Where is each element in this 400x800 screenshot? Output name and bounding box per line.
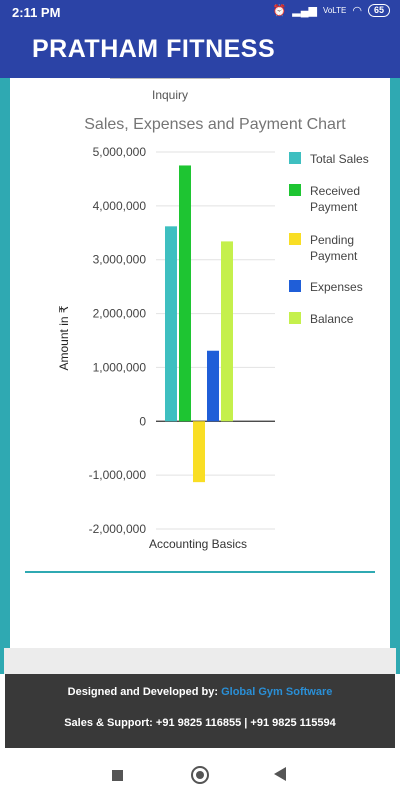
gray-strip bbox=[4, 648, 396, 674]
status-icons: ⏰ ▂▄▆ VoLTE ◠ 65 bbox=[273, 4, 390, 17]
bar-balance[interactable] bbox=[221, 241, 233, 422]
legend-label: Total Sales bbox=[310, 152, 369, 166]
bar-expenses[interactable] bbox=[207, 350, 219, 422]
developer-link[interactable]: Global Gym Software bbox=[221, 686, 333, 698]
bar-received-payment[interactable] bbox=[179, 165, 191, 422]
y-axis-label: Amount in ₹ bbox=[57, 305, 71, 370]
y-tick-label: 0 bbox=[139, 414, 146, 428]
sales-expenses-chart: Inquiry Sales, Expenses and Payment Char… bbox=[25, 77, 375, 573]
legend-label: Expenses bbox=[310, 280, 363, 294]
status-bar: 2:11 PM ⏰ ▂▄▆ VoLTE ◠ 65 bbox=[0, 0, 400, 26]
y-tick-label: -1,000,000 bbox=[89, 468, 147, 482]
legend-swatch bbox=[289, 233, 301, 245]
signal-icon: ▂▄▆ bbox=[292, 5, 317, 17]
legend-label: Received bbox=[310, 184, 360, 198]
chart-card: Inquiry Sales, Expenses and Payment Char… bbox=[10, 77, 390, 648]
previous-chart-label: Inquiry bbox=[152, 88, 188, 102]
legend-swatch bbox=[289, 280, 301, 292]
app-title: PRATHAM FITNESS bbox=[32, 35, 276, 63]
bar-pending-payment[interactable] bbox=[193, 421, 205, 483]
legend-label: Payment bbox=[310, 249, 358, 263]
recent-apps-icon[interactable] bbox=[112, 770, 123, 781]
bar-total-sales[interactable] bbox=[165, 226, 177, 422]
y-tick-label: 5,000,000 bbox=[93, 145, 147, 159]
legend-swatch bbox=[289, 312, 301, 324]
back-icon[interactable] bbox=[274, 767, 286, 781]
y-tick-label: 3,000,000 bbox=[93, 253, 147, 267]
status-time: 2:11 PM bbox=[12, 5, 61, 20]
battery-icon: 65 bbox=[367, 4, 390, 17]
legend-swatch bbox=[289, 184, 301, 196]
footer-credit-prefix: Designed and Developed by: bbox=[67, 686, 219, 698]
x-category-label: Accounting Basics bbox=[149, 537, 247, 551]
volte-label: VoLTE bbox=[322, 6, 347, 15]
y-tick-label: 2,000,000 bbox=[93, 307, 147, 321]
y-tick-label: 1,000,000 bbox=[93, 360, 147, 374]
footer-credit: Designed and Developed by: Global Gym So… bbox=[5, 686, 395, 698]
legend-label: Pending bbox=[310, 233, 354, 247]
alarm-icon: ⏰ bbox=[272, 5, 287, 17]
legend-swatch bbox=[289, 152, 301, 164]
legend-label: Balance bbox=[310, 312, 354, 326]
y-tick-label: -2,000,000 bbox=[89, 522, 147, 536]
footer: Designed and Developed by: Global Gym So… bbox=[5, 674, 395, 748]
home-icon[interactable] bbox=[191, 766, 209, 784]
app-bar: PRATHAM FITNESS bbox=[0, 26, 400, 78]
footer-support: Sales & Support: +91 9825 116855 | +91 9… bbox=[64, 717, 336, 729]
chart-title: Sales, Expenses and Payment Chart bbox=[84, 116, 346, 133]
legend-label: Payment bbox=[310, 200, 358, 214]
wifi-icon: ◠ bbox=[352, 5, 362, 17]
y-tick-label: 4,000,000 bbox=[93, 199, 147, 213]
